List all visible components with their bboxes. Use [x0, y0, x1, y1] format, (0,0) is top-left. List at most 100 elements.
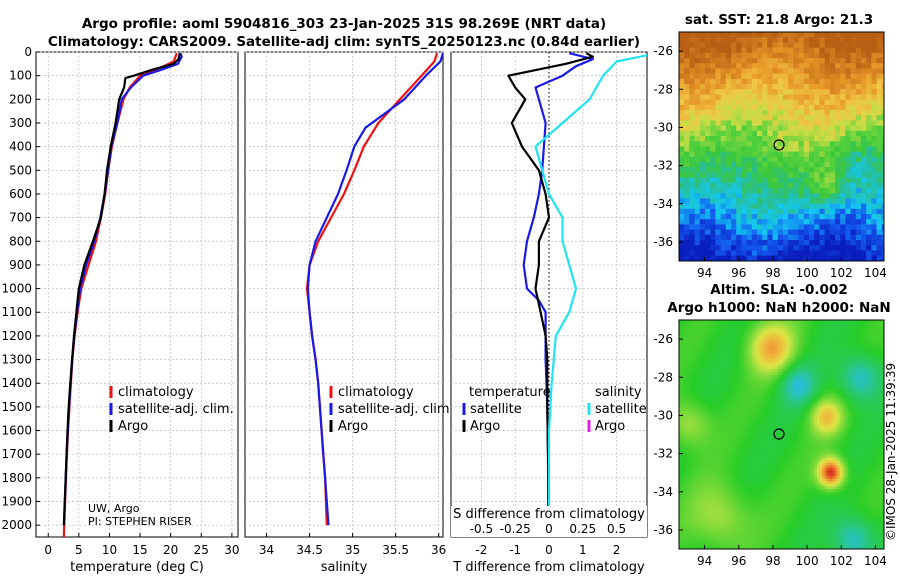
map-cell — [723, 502, 727, 505]
map-cell — [788, 260, 794, 261]
map-cell — [751, 320, 755, 323]
map-cell — [746, 502, 750, 505]
map-cell — [733, 356, 737, 360]
map-cell — [731, 73, 737, 80]
map-cell — [788, 94, 794, 100]
map-cell — [728, 543, 732, 547]
map-cell — [793, 224, 799, 230]
map-cell — [736, 442, 740, 446]
map-cell — [692, 470, 695, 474]
sst-argo-marker — [773, 139, 785, 151]
map-cell — [757, 99, 763, 106]
x-tick-label: 5 — [75, 543, 83, 557]
map-cell — [736, 104, 742, 111]
map-cell — [814, 52, 820, 59]
map-cell — [725, 509, 729, 513]
map-cell — [757, 494, 760, 498]
map-cell — [681, 515, 685, 518]
map-cell — [861, 89, 867, 95]
map-cell — [689, 546, 693, 549]
map-cell — [681, 431, 685, 435]
map-cell — [679, 167, 685, 173]
map-cell — [803, 130, 810, 137]
map-cell — [707, 426, 711, 430]
map-cell — [705, 496, 708, 500]
map-cell — [720, 234, 727, 241]
map-cell — [772, 47, 779, 54]
map-cell — [699, 219, 706, 225]
map-cell — [725, 346, 729, 349]
map-cell — [702, 327, 706, 331]
map-cell — [736, 343, 740, 347]
map-cell — [754, 356, 758, 360]
map-cell — [762, 450, 766, 453]
map-cell — [684, 377, 688, 381]
map-cell — [705, 535, 708, 539]
map-cell — [738, 541, 742, 544]
map-cell — [681, 390, 685, 394]
map-cell — [744, 424, 747, 427]
map-cell — [720, 507, 724, 511]
map-cell — [710, 489, 714, 492]
map-cell — [835, 99, 841, 106]
map-cell — [759, 364, 763, 368]
map-cell — [694, 47, 701, 54]
map-cell — [689, 496, 693, 500]
map-cell — [731, 214, 737, 220]
map-cell — [749, 374, 753, 378]
map-cell — [731, 47, 737, 54]
map-cell — [697, 546, 701, 549]
map-cell — [720, 499, 724, 503]
map-cell — [744, 348, 747, 352]
map-cell — [710, 473, 714, 477]
map-cell — [718, 439, 721, 443]
map-cell — [793, 193, 799, 199]
map-cell — [757, 460, 760, 464]
map-cell — [855, 32, 862, 38]
map-cell — [738, 528, 742, 531]
map-cell — [720, 426, 724, 430]
map-cell — [692, 366, 695, 370]
map-cell — [705, 372, 708, 375]
map-cell — [702, 538, 706, 542]
map-cell — [723, 426, 727, 430]
map-cell — [694, 359, 698, 362]
map-cell — [746, 322, 750, 326]
map-cell — [835, 208, 841, 215]
map-cell — [871, 120, 877, 126]
map-cell — [718, 520, 721, 524]
map-cell — [824, 208, 831, 215]
map-cell — [744, 359, 747, 362]
map-cell — [699, 250, 706, 256]
map-cell — [762, 364, 766, 368]
map-cell — [731, 395, 734, 399]
map-cell — [749, 473, 753, 477]
map-cell — [718, 444, 721, 448]
map-cell — [788, 89, 794, 95]
map-cell — [746, 47, 753, 54]
map-cell — [824, 177, 831, 184]
map-cell — [829, 172, 836, 178]
depth-tick-label: 600 — [9, 187, 32, 201]
map-cell — [689, 431, 693, 435]
map-cell — [733, 486, 737, 490]
map-cell — [783, 125, 789, 132]
map-cell — [720, 374, 724, 378]
map-cell — [718, 379, 721, 383]
map-cell — [751, 224, 758, 230]
map-cell — [759, 405, 763, 409]
map-cell — [751, 68, 758, 74]
map-cell — [718, 353, 721, 357]
map-cell — [681, 392, 685, 396]
map-cell — [757, 188, 763, 194]
map-cell — [759, 343, 763, 347]
map-cell — [731, 465, 734, 469]
map-cell — [699, 63, 706, 69]
map-cell — [762, 372, 766, 375]
map-cell — [679, 465, 682, 469]
map-cell — [777, 162, 784, 168]
map-cell — [684, 136, 690, 142]
map-cell — [736, 346, 740, 349]
map-cell — [759, 392, 763, 396]
map-cell — [697, 533, 701, 537]
